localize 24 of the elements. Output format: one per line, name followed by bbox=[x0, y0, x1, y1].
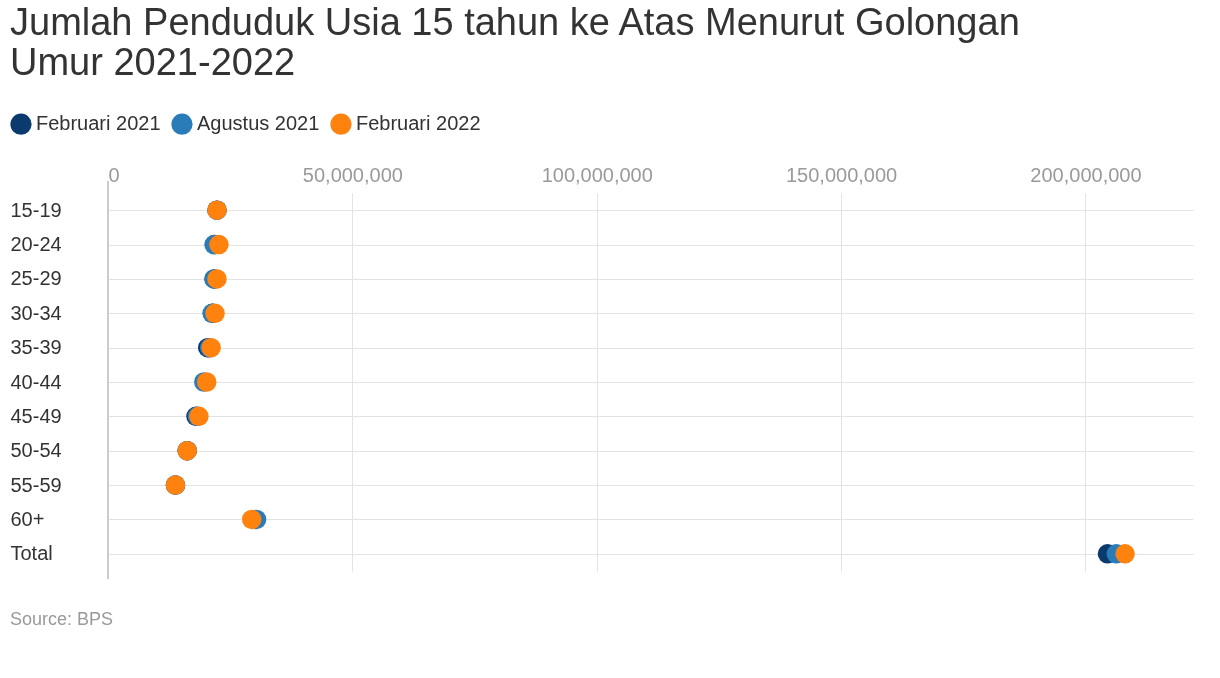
x-tick-label: 100,000,000 bbox=[541, 163, 653, 186]
x-tick-label: 50,000,000 bbox=[302, 163, 403, 186]
y-tick-label: 30-34 bbox=[10, 301, 62, 324]
y-tick-label: 20-24 bbox=[10, 233, 62, 256]
legend-label: Februari 2021 bbox=[36, 112, 161, 135]
x-tick-label: 150,000,000 bbox=[785, 163, 898, 186]
y-tick-label: 55-59 bbox=[10, 473, 62, 496]
y-tick-label: 25-29 bbox=[10, 267, 62, 290]
y-tick-label: 50-54 bbox=[10, 439, 62, 462]
legend-label: Februari 2022 bbox=[356, 112, 481, 135]
y-tick-label: 45-49 bbox=[10, 404, 62, 427]
point bbox=[209, 234, 229, 255]
point bbox=[241, 509, 262, 530]
point bbox=[1115, 544, 1135, 564]
y-tick-label: 60+ bbox=[10, 507, 45, 530]
x-tick-label: 200,000,000 bbox=[1030, 163, 1142, 186]
y-tick-label: 15-19 bbox=[10, 198, 62, 221]
source-note: Source: BPS bbox=[10, 609, 114, 629]
y-tick-label: Total bbox=[10, 542, 53, 565]
x-tick-label: 0 bbox=[108, 163, 120, 186]
y-tick-label: 40-44 bbox=[10, 370, 62, 393]
chart-title: Jumlah Penduduk Usia 15 tahun ke Atas Menurut Golongan Umur 2021-2022 bbox=[10, 1, 1020, 83]
y-tick-label: 35-39 bbox=[10, 336, 62, 359]
legend-label: Agustus 2021 bbox=[197, 112, 320, 135]
